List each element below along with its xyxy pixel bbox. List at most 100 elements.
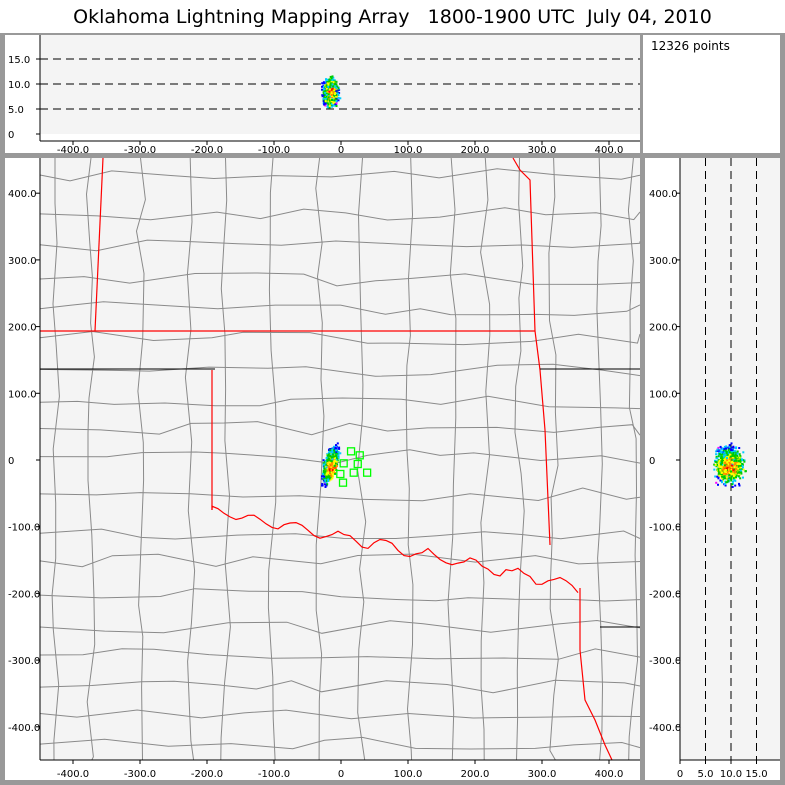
source-point-altitude [330, 91, 333, 94]
source-point-ns [730, 477, 732, 480]
source-point-ns [721, 473, 723, 476]
source-point [334, 459, 337, 462]
source-point-altitude [329, 86, 332, 89]
source-point-ns [723, 445, 726, 448]
source-point-ns [716, 449, 719, 452]
county-line [480, 157, 491, 761]
source-point-ns [719, 445, 722, 448]
source-point-ns [733, 455, 736, 458]
x-tick-label: 400.0 [595, 769, 624, 780]
y-tick-label: 10.0 [8, 80, 30, 91]
source-point-altitude [331, 83, 334, 86]
source-point-ns [716, 463, 719, 466]
source-point-ns [728, 455, 731, 458]
source-point-ns [731, 460, 734, 463]
source-point-altitude [337, 94, 340, 97]
county-line [405, 157, 414, 761]
source-point [334, 447, 337, 449]
source-point-ns [728, 475, 731, 478]
x-tick-label: -100.0 [258, 769, 290, 780]
source-point [331, 472, 334, 475]
source-point-ns [722, 449, 725, 452]
source-point-altitude [324, 104, 327, 107]
source-point [327, 479, 330, 482]
source-point-altitude [339, 97, 342, 100]
source-point [333, 449, 335, 452]
source-point-altitude [336, 89, 339, 92]
source-point-altitude [332, 76, 335, 79]
source-point-altitude [326, 79, 329, 81]
source-point-ns [720, 456, 723, 459]
source-point [321, 475, 323, 478]
source-point-altitude [333, 95, 335, 98]
source-point [332, 461, 335, 464]
y-tick-label: 0 [8, 456, 14, 467]
station-marker [355, 451, 364, 460]
y-tick-label: -100.0 [649, 523, 681, 534]
source-point-altitude [329, 95, 332, 98]
source-point-altitude [328, 89, 331, 92]
source-point [331, 450, 334, 453]
x-tick-label: -400.0 [57, 769, 89, 780]
source-point-ns [731, 486, 734, 488]
source-point-ns [734, 471, 737, 474]
source-point-altitude [322, 85, 325, 88]
state-border [579, 588, 613, 761]
source-point [330, 470, 333, 473]
source-point-ns [719, 479, 722, 482]
source-point [333, 445, 336, 448]
source-point-ns [724, 469, 727, 471]
source-point [334, 467, 337, 469]
source-point [330, 465, 333, 468]
source-point-altitude [330, 78, 333, 80]
source-point-altitude [322, 98, 325, 101]
source-point-ns [743, 460, 746, 463]
source-point-ns [729, 463, 732, 466]
source-point-altitude [325, 80, 328, 83]
source-point-ns [721, 453, 724, 456]
source-point-ns [720, 477, 723, 480]
y-tick-label: 0 [8, 130, 14, 141]
source-point-ns [724, 453, 727, 456]
county-line [85, 157, 96, 761]
source-point [331, 461, 334, 464]
source-point-ns [732, 470, 735, 473]
source-point [332, 453, 335, 456]
source-point [336, 459, 339, 462]
source-point-ns [716, 461, 719, 464]
source-point [326, 483, 329, 486]
source-point [325, 457, 328, 460]
source-point-altitude [337, 96, 340, 99]
source-point-ns [732, 445, 735, 448]
source-point [321, 484, 323, 487]
source-point-altitude [337, 99, 340, 102]
county-line [51, 158, 60, 761]
source-point-ns [739, 471, 742, 474]
county-line [39, 709, 641, 720]
source-point-ns [717, 455, 720, 458]
source-point-ns [717, 473, 720, 476]
y-tick-label: -400.0 [649, 723, 681, 734]
source-point-ns [741, 463, 744, 465]
map-plot-area[interactable] [40, 158, 640, 760]
source-point-ns [724, 461, 726, 464]
y-tick-label: -300.0 [649, 656, 681, 667]
source-point-ns [720, 474, 723, 477]
source-point-altitude [332, 104, 335, 107]
county-line [39, 363, 641, 377]
source-point-ns [730, 461, 733, 464]
x-tick-label: 10.0 [720, 769, 742, 780]
source-point-altitude [322, 100, 325, 103]
source-point-ns [730, 464, 733, 467]
source-point [329, 459, 332, 462]
source-point-ns [721, 459, 724, 461]
county-borders [39, 157, 641, 761]
source-point-altitude [335, 102, 338, 105]
source-point-ns [728, 476, 731, 479]
source-point-altitude [335, 83, 338, 86]
source-point-ns [734, 479, 737, 482]
source-point-altitude [334, 91, 337, 94]
y-tick-label: 200.0 [649, 323, 678, 334]
x-tick-label: 15.0 [745, 769, 767, 780]
source-point [328, 477, 331, 480]
